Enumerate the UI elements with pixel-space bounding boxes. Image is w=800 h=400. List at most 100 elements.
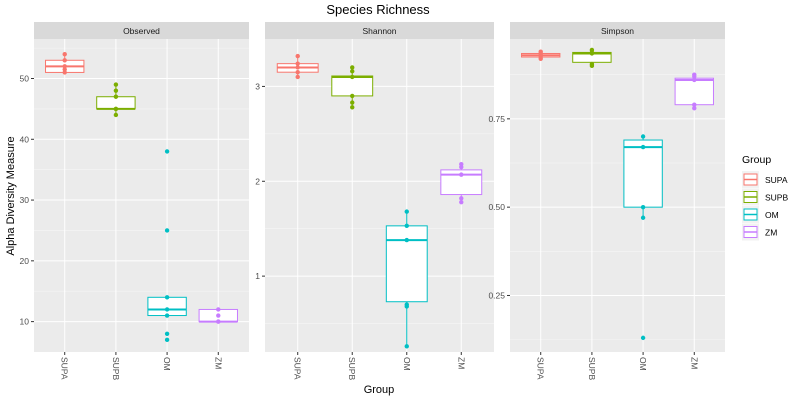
y-tick-label: 3 bbox=[255, 81, 260, 91]
data-point bbox=[295, 61, 300, 66]
x-axis-title: Group bbox=[364, 384, 395, 396]
y-tick-label: 20 bbox=[20, 256, 30, 266]
box-body bbox=[674, 77, 714, 106]
data-point bbox=[692, 106, 697, 111]
facet-panels: Observed 10 20 30 40 50 SUPA SUPB OM ZM Shannon 1 2 3… bbox=[20, 22, 725, 380]
data-point bbox=[164, 307, 170, 312]
data-point bbox=[113, 106, 119, 112]
data-point bbox=[640, 204, 646, 210]
data-point bbox=[164, 313, 170, 318]
data-point bbox=[164, 295, 170, 300]
data-point bbox=[350, 65, 355, 70]
data-point bbox=[459, 162, 464, 167]
y-tick-label: 0.50 bbox=[488, 202, 505, 212]
data-point bbox=[216, 313, 221, 318]
data-point bbox=[350, 100, 355, 105]
box-supb bbox=[96, 82, 136, 118]
box-supa bbox=[45, 51, 85, 75]
data-point bbox=[350, 74, 355, 80]
box-supb bbox=[331, 65, 374, 110]
data-point bbox=[404, 223, 409, 229]
data-point bbox=[62, 64, 67, 69]
data-point bbox=[62, 70, 67, 75]
data-point bbox=[459, 196, 464, 201]
data-point bbox=[589, 47, 595, 53]
data-point bbox=[164, 331, 170, 336]
y-tick-label: 2 bbox=[255, 176, 260, 186]
legend-item-supa: SUPA bbox=[742, 171, 788, 188]
facet-strip-label: Shannon bbox=[362, 26, 396, 36]
data-point bbox=[113, 88, 119, 93]
data-point bbox=[640, 215, 646, 220]
x-tick-label-om: OM bbox=[162, 357, 172, 371]
facet-strip-label: Observed bbox=[123, 26, 160, 36]
data-point bbox=[350, 105, 355, 110]
facet-strip-label: Simpson bbox=[601, 26, 634, 36]
data-point bbox=[538, 49, 543, 54]
data-point bbox=[692, 102, 697, 107]
data-point bbox=[164, 149, 170, 154]
y-tick-label: 0.25 bbox=[488, 290, 505, 300]
x-tick-label-supb: SUPB bbox=[347, 357, 357, 380]
legend: Group SUPA SUPB OM ZM bbox=[742, 154, 788, 241]
data-point bbox=[640, 134, 646, 139]
y-tick-label: 1 bbox=[255, 271, 260, 281]
x-tick-label-supa: SUPA bbox=[60, 357, 70, 380]
data-point bbox=[295, 65, 300, 70]
data-point bbox=[295, 69, 300, 75]
box-supa bbox=[521, 49, 561, 61]
box-supa bbox=[276, 53, 319, 80]
box-om bbox=[147, 149, 187, 343]
data-point bbox=[589, 61, 595, 67]
x-tick-label-supa: SUPA bbox=[293, 357, 303, 380]
data-point bbox=[164, 228, 170, 233]
x-tick-label-om: OM bbox=[402, 357, 412, 371]
legend-item-supb: SUPB bbox=[742, 188, 788, 206]
x-tick-label-zm: ZM bbox=[456, 357, 466, 369]
y-tick-label: 30 bbox=[20, 195, 30, 205]
x-tick-label-zm: ZM bbox=[213, 357, 223, 369]
data-point bbox=[350, 93, 355, 99]
y-tick-label: 0.75 bbox=[488, 114, 505, 124]
data-point bbox=[404, 302, 409, 307]
box-zm bbox=[674, 72, 714, 111]
data-point bbox=[216, 319, 221, 324]
y-tick-label: 50 bbox=[20, 74, 30, 84]
data-point bbox=[113, 82, 119, 87]
facet-panel-observed: Observed 10 20 30 40 50 SUPA SUPB OM ZM bbox=[20, 22, 249, 380]
data-point bbox=[692, 77, 697, 83]
data-point bbox=[404, 237, 409, 243]
data-point bbox=[216, 307, 221, 312]
data-point bbox=[459, 172, 464, 177]
box-body bbox=[147, 296, 187, 317]
data-point bbox=[62, 58, 67, 63]
x-tick-label-om: OM bbox=[638, 357, 648, 371]
x-tick-label-supb: SUPB bbox=[111, 357, 121, 380]
data-point bbox=[404, 209, 409, 214]
box-zm bbox=[440, 162, 483, 205]
y-tick-label: 10 bbox=[20, 317, 30, 327]
x-tick-label-supb: SUPB bbox=[587, 357, 597, 380]
panel-background bbox=[34, 39, 249, 352]
data-point bbox=[295, 53, 300, 59]
x-tick-label-zm: ZM bbox=[689, 357, 699, 369]
legend-label: OM bbox=[765, 210, 779, 220]
box-supb bbox=[572, 47, 612, 69]
box-body bbox=[623, 139, 663, 208]
box-body bbox=[385, 225, 428, 303]
chart-title: Species Richness bbox=[326, 2, 430, 17]
box-om bbox=[623, 134, 663, 341]
panel-background bbox=[265, 39, 494, 352]
facet-strip bbox=[510, 22, 725, 39]
facet-strip bbox=[265, 22, 494, 39]
box-om bbox=[385, 209, 428, 349]
data-point bbox=[62, 51, 67, 57]
data-point bbox=[404, 344, 409, 349]
facet-strip bbox=[34, 22, 249, 39]
legend-label: SUPA bbox=[765, 175, 788, 185]
legend-item-zm: ZM bbox=[742, 223, 777, 241]
box-zm bbox=[198, 307, 238, 324]
data-point bbox=[640, 144, 646, 150]
data-point bbox=[459, 199, 464, 205]
